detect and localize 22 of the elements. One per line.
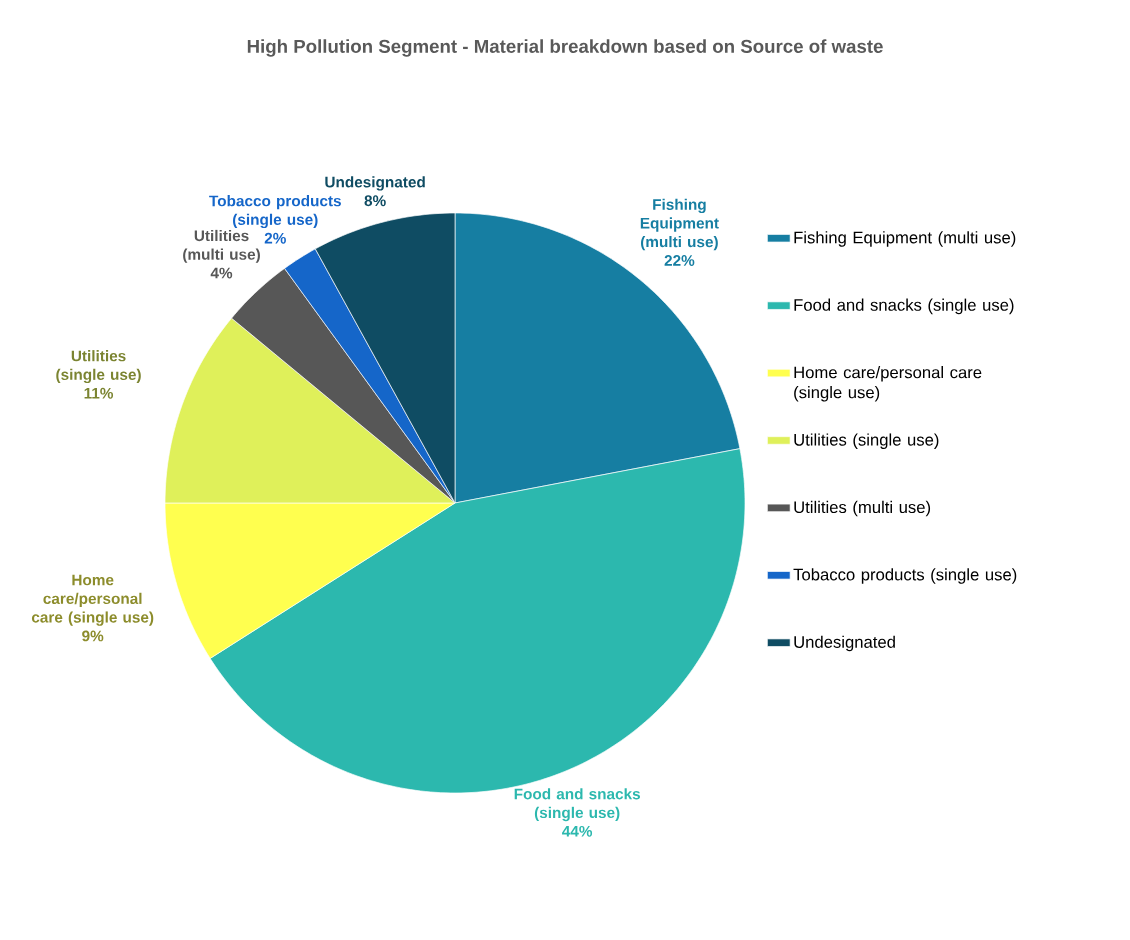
data-label: 22% — [664, 255, 695, 266]
slice-label: Food and snacks (single use) — [514, 788, 640, 822]
data-label: 8% — [364, 195, 386, 207]
legend-label: Undesignated — [794, 635, 895, 652]
slice-label: Fishing Equipment (multi use) — [640, 198, 719, 251]
data-label: 9% — [82, 630, 104, 642]
slice-label: Utilities (single use) — [56, 350, 141, 384]
legend-label: Food and snacks (single use) — [794, 298, 1014, 315]
legend-label: Utilities (single use) — [794, 433, 939, 449]
legend-label: Fishing Equipment (multi use) — [794, 231, 1016, 247]
slice-label: Home care/personal care (single use) — [31, 574, 154, 626]
chart-title: High Pollution Segment - Material breakdown based on Source of waste — [247, 39, 883, 57]
legend-label: Tobacco products (single use) — [793, 568, 1017, 584]
data-label: 44% — [562, 825, 593, 837]
legend-label: Utilities (multi use) — [794, 500, 931, 517]
slice-label: Utilities (multi use) — [183, 229, 260, 263]
slice-label: Tobacco products (single use) — [209, 195, 341, 229]
data-label: 4% — [210, 267, 233, 279]
data-label: 11% — [84, 387, 114, 399]
slice-label: Undesignated — [325, 176, 425, 191]
data-label: 2% — [264, 232, 286, 244]
legend-label: Home care/personal care (single use) — [794, 366, 982, 402]
